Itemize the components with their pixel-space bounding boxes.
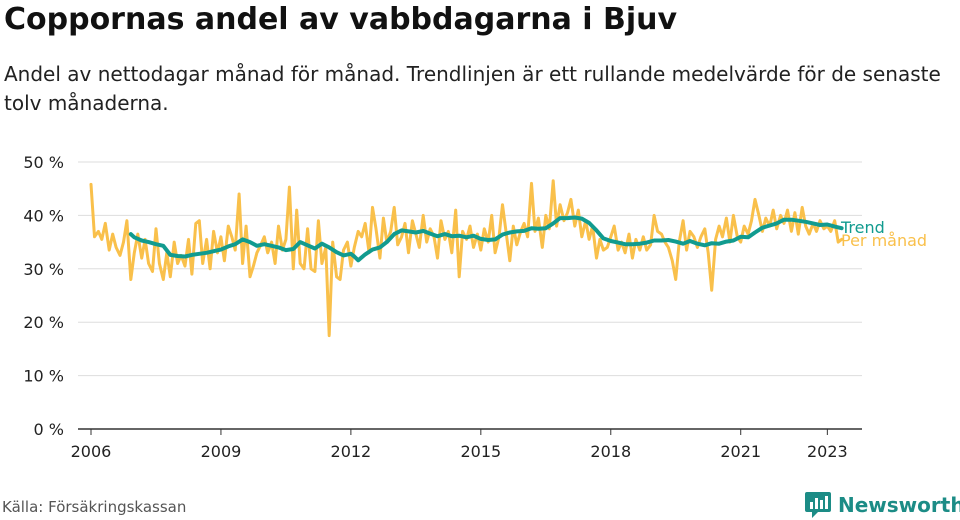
brand-name: Newsworthy xyxy=(838,493,960,517)
x-tick-label: 2015 xyxy=(460,442,501,461)
line-chart: 0 % 10 % 20 % 30 % 40 % 50 % 2006 2009 2012 2015… xyxy=(23,153,927,461)
source-note: Källa: Försäkringskassan xyxy=(2,498,187,516)
monthly-series-line xyxy=(89,179,844,338)
series-lines xyxy=(89,179,844,338)
newsworthy-logo-icon xyxy=(805,492,831,518)
gridlines xyxy=(78,161,862,430)
x-tick-label: 2009 xyxy=(201,442,242,461)
chart-subtitle: Andel av nettodagar månad för månad. Tre… xyxy=(4,62,941,115)
legend-label-trend: Trend xyxy=(840,218,885,237)
legend-label-monthly: Per månad xyxy=(841,231,927,250)
y-tick-label: 40 % xyxy=(23,206,64,225)
x-tick-label: 2018 xyxy=(590,442,631,461)
x-tick-label: 2023 xyxy=(807,442,848,461)
y-tick-label: 10 % xyxy=(23,367,64,386)
y-tick-label: 30 % xyxy=(23,260,64,279)
y-axis-ticks: 0 % 10 % 20 % 30 % 40 % 50 % xyxy=(23,153,64,439)
y-tick-label: 20 % xyxy=(23,313,64,332)
y-tick-label: 0 % xyxy=(34,420,64,439)
brand-logo[interactable]: Newsworthy xyxy=(804,490,960,520)
x-tick-label: 2012 xyxy=(331,442,372,461)
x-tick-label: 2021 xyxy=(720,442,761,461)
chart-title: Coppornas andel av vabbdagarna i Bjuv xyxy=(4,2,678,37)
trend-series-line xyxy=(128,215,844,263)
x-tick-label: 2006 xyxy=(71,442,112,461)
x-axis-ticks: 2006 2009 2012 2015 2018 2021 2023 xyxy=(71,429,848,461)
y-tick-label: 50 % xyxy=(23,153,64,172)
